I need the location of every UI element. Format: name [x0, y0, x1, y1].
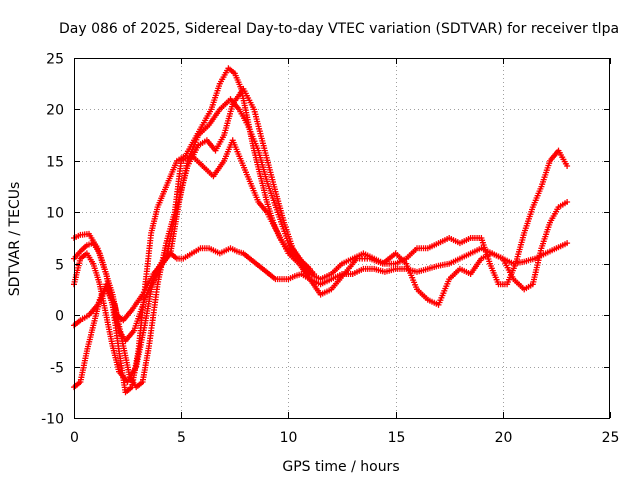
series-track-5: [71, 65, 571, 396]
y-tick-label: -5: [50, 361, 64, 377]
y-tick-label: 15: [46, 155, 64, 171]
y-tick-label: 25: [46, 52, 64, 68]
y-tick-label: 10: [46, 206, 64, 222]
x-tick-label: 5: [177, 430, 186, 446]
chart-title: Day 086 of 2025, Sidereal Day-to-day VTE…: [59, 21, 619, 37]
plus-markers: [71, 65, 571, 396]
y-tick-label: -10: [41, 412, 64, 428]
x-tick-label: 20: [495, 430, 513, 446]
y-tick-label: 20: [46, 103, 64, 119]
data-series: [71, 65, 571, 396]
grid: [74, 58, 610, 418]
plot-frame: [74, 58, 610, 419]
x-axis-label: GPS time / hours: [282, 459, 399, 475]
x-tick-label: 15: [388, 430, 406, 446]
x-tick-label: 0: [70, 430, 79, 446]
x-tick-label: 25: [602, 430, 620, 446]
y-tick-label: 0: [55, 309, 64, 325]
y-tick-label: 5: [55, 258, 64, 274]
axis-ticks: 0 5 10 15 20 25 -10 -5 0 5 10 15 20 25: [41, 52, 619, 447]
x-tick-label: 10: [280, 430, 298, 446]
y-axis-label: SDTVAR / TECUs: [7, 182, 23, 297]
